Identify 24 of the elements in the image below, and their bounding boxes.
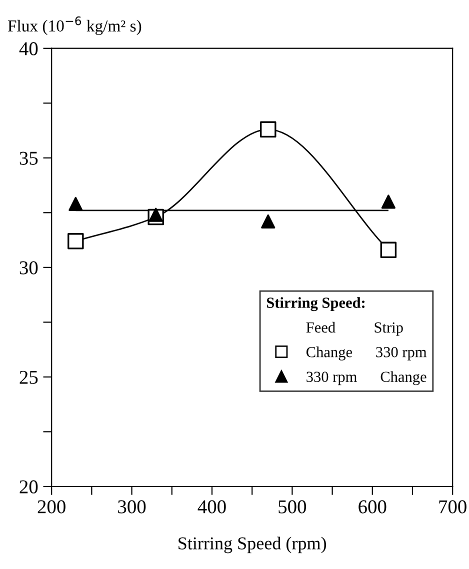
legend-label: 330 rpm Change	[306, 371, 426, 386]
point	[68, 196, 83, 211]
point	[261, 214, 276, 228]
point	[381, 194, 396, 209]
y-tick-label: 40	[19, 42, 38, 56]
y-tick-label: 30	[20, 261, 38, 274]
legend-title: Stirring Speed:	[266, 297, 365, 312]
point	[260, 121, 276, 138]
annotation: Feed Strip	[306, 322, 403, 336]
y-tick-label: 20	[20, 480, 38, 494]
x-tick-label: 700	[439, 500, 466, 514]
x-axis-title: Stirring Speed (rpm)	[178, 536, 326, 554]
y-axis-title: Flux (10$^{−6}$ kg/m² s)	[8, 16, 142, 36]
point	[68, 233, 84, 250]
x-tick-label: 600	[358, 500, 386, 514]
x-tick-label: 400	[198, 500, 226, 514]
legend-label: Change 330 rpm	[306, 346, 427, 360]
y-tick-label: 35	[20, 152, 38, 165]
y-tick-label: 25	[20, 370, 38, 384]
x-tick-label: 200	[38, 500, 66, 514]
x-tick-label: 300	[118, 500, 146, 514]
point	[380, 242, 397, 258]
x-tick-label: 500	[278, 500, 306, 514]
point	[148, 208, 163, 222]
